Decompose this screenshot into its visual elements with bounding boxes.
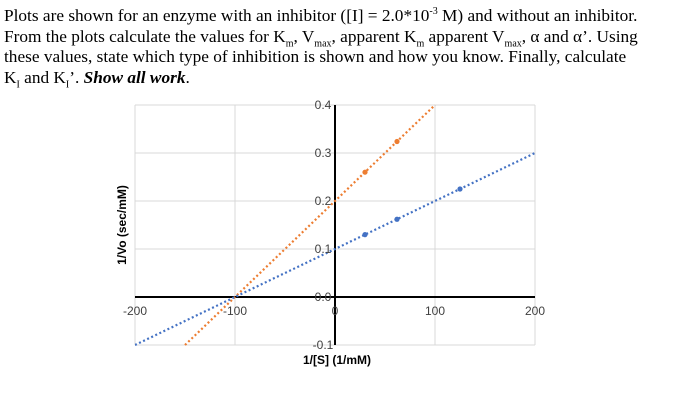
x-tick-label: 100 [425, 304, 445, 318]
problem-text: I [16, 78, 20, 90]
data-point [362, 169, 368, 175]
problem-text: m [285, 37, 294, 49]
problem-text: . [185, 67, 190, 87]
y-tick-label: 0.1 [315, 242, 332, 256]
problem-text: -3 [429, 6, 438, 18]
y-tick-label: 0.2 [315, 194, 332, 208]
y-tick-label: 0.4 [315, 98, 332, 112]
problem-text: , apparent K [331, 26, 417, 46]
problem-text: m [416, 37, 425, 49]
x-axis-title: 1/[S] (1/mM) [303, 353, 371, 367]
y-tick-label: 0.3 [315, 146, 332, 160]
problem-text: these values, state which type of inhibi… [4, 47, 627, 66]
y-tick-label: 0.0 [315, 290, 332, 304]
x-tick-label: 0 [332, 304, 339, 318]
problem-text: K [4, 67, 17, 87]
problem-text: max [314, 37, 332, 49]
data-point [394, 216, 400, 222]
y-tick-label: -0.1 [313, 338, 334, 352]
problem-text: M) and without an inhibitor. [437, 6, 638, 25]
data-point [457, 186, 463, 192]
x-tick-label: 200 [525, 304, 545, 318]
problem-text: ’. [69, 67, 84, 87]
series-trendline [135, 152, 535, 346]
problem-emphasis: Show all work [83, 67, 186, 87]
problem-text: , V [293, 26, 315, 46]
problem-text: apparent V [424, 26, 505, 46]
y-axis-title: 1/Vo (sec/mM) [115, 185, 129, 265]
problem-text: max [504, 37, 522, 49]
problem-text: Plots are shown for an enzyme with an in… [4, 6, 430, 25]
problem-text: and K [19, 67, 66, 87]
data-point [394, 138, 400, 145]
problem-text: I [65, 78, 70, 90]
x-tick-label: -200 [123, 304, 147, 318]
problem-text: , α and α’. Using [521, 26, 638, 46]
x-tick-label: -100 [223, 304, 247, 318]
problem-text: From the plots calculate the values for … [4, 26, 286, 46]
data-point [362, 232, 368, 238]
series-trendline [184, 104, 436, 346]
problem-statement: Plots are shown for an enzyme with an in… [4, 6, 696, 90]
